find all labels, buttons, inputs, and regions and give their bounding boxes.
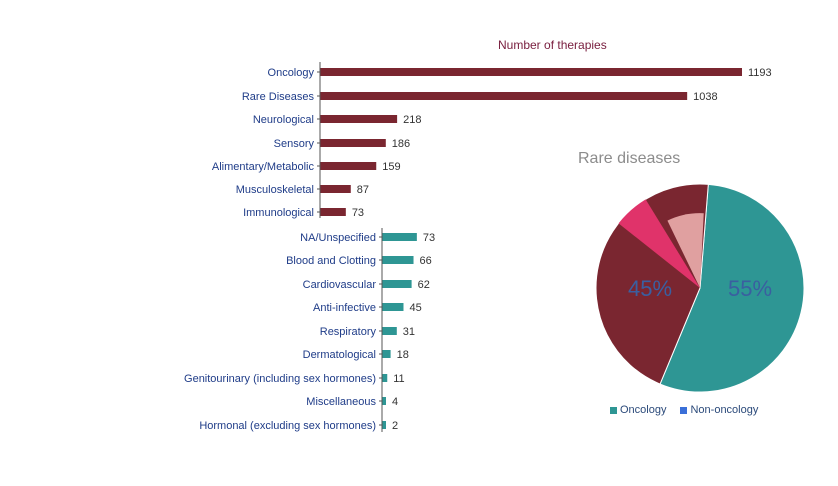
bar-category-label: Hormonal (excluding sex hormones) [199,420,376,432]
legend-item-oncology: Oncology [610,404,666,416]
bar-value-label: 18 [397,349,409,361]
bar-category-label: Blood and Clotting [286,255,376,267]
pie-value-label-non-oncology: 45% [628,276,672,301]
bar-value-label: 87 [357,184,369,196]
bar [382,327,397,335]
bar-value-label: 62 [418,279,430,291]
bar [382,233,417,241]
bar [320,208,346,216]
pie-chart-title: Rare diseases [578,150,681,167]
bar-category-label: Dermatological [303,349,376,361]
bar [382,421,386,429]
bar-category-label: Cardiovascular [303,279,377,291]
bar-value-label: 31 [403,326,415,338]
bar-category-label: Miscellaneous [306,396,376,408]
pie-slice-oncology [659,183,805,393]
bar-category-label: NA/Unspecified [300,232,376,244]
legend-label-oncology: Oncology [620,404,667,416]
bar-value-label: 2 [392,420,398,432]
legend-item-non-oncology: Non-oncology [680,404,758,416]
bar-value-label: 73 [423,232,435,244]
bar-category-label: Rare Diseases [242,91,315,103]
pie-inner-wedge [667,213,704,288]
bar-category-label: Oncology [268,67,315,79]
bar [320,68,742,76]
legend-swatch-oncology [610,406,617,414]
bar [382,256,414,264]
bar [320,139,386,147]
pie-chart: 45% 55% [595,183,805,393]
bar-chart: Oncology 1193 Rare Diseases 1038 Neurologica… [184,62,772,432]
bar-value-label: 4 [392,396,398,408]
bar-value-label: 66 [420,255,432,267]
bar-value-label: 1193 [748,67,772,79]
bar [382,303,404,311]
bar [320,162,377,170]
pie-legend: Oncology Non-oncology [610,404,758,416]
bar-category-label: Musculoskeletal [236,184,314,196]
bar [382,374,388,382]
bar [320,185,351,193]
bar-category-label: Immunological [243,207,314,219]
bar-category-label: Sensory [274,138,315,150]
pie-value-label-oncology: 55% [728,276,772,301]
bar-category-label: Genitourinary (including sex hormones) [184,373,376,385]
bar-chart-title: Number of therapies [498,38,607,52]
bar-value-label: 1038 [693,91,717,103]
legend-swatch-non-oncology [680,406,688,414]
bar [320,92,688,100]
bar-category-label: Alimentary/Metabolic [212,161,315,173]
pie-accent-wedge [618,199,700,288]
legend-label-non-oncology: Non-oncology [690,404,759,416]
bar [382,350,391,358]
bar-category-label: Anti-infective [313,302,376,314]
bar-value-label: 45 [409,302,421,314]
bar-value-label: 11 [393,373,404,385]
bar [320,115,398,123]
bar-category-label: Respiratory [320,326,377,338]
bar-category-label: Neurological [253,114,314,126]
bar-value-label: 186 [392,138,410,150]
bar-value-label: 159 [382,161,400,173]
bar [382,397,386,405]
bar-value-label: 73 [352,207,364,219]
bar-value-label: 218 [403,114,421,126]
bar [382,280,412,288]
